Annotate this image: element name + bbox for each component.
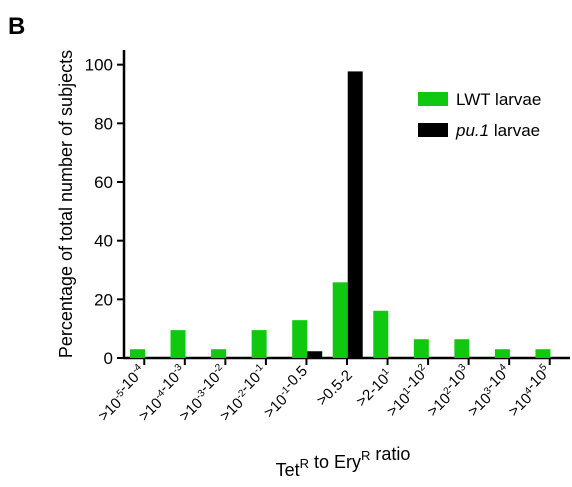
bar-lwt — [292, 320, 308, 358]
bar-lwt — [413, 339, 429, 358]
y-tick-label: 0 — [104, 349, 113, 368]
x-tick-label: >0.5-2 — [313, 367, 355, 409]
axes: 0 20 40 60 80 100 — [85, 50, 570, 368]
bar-lwt — [535, 349, 551, 358]
legend: LWT larvae pu.1 larvae — [418, 90, 541, 140]
y-tick-label: 40 — [94, 232, 113, 251]
x-tick-label: >103-104 — [460, 362, 518, 420]
bar-lwt — [130, 349, 145, 358]
bar-lwt — [170, 330, 186, 358]
bar-lwt — [251, 330, 267, 358]
bar-lwt — [373, 310, 389, 358]
bar-lwt — [211, 349, 227, 358]
x-axis-label: TetR to EryR ratio — [276, 444, 411, 480]
legend-label: LWT larvae — [456, 90, 541, 109]
legend-swatch — [418, 92, 448, 106]
y-tick-label: 60 — [94, 173, 113, 192]
bar-pu1 — [347, 71, 363, 358]
bar-lwt — [454, 339, 470, 358]
bar-pu1 — [307, 351, 323, 358]
y-axis-label: Percentage of total number of subjects — [56, 50, 76, 358]
bars — [130, 71, 551, 358]
x-tick-label: >10-1-0.5 — [256, 363, 315, 422]
bar-lwt — [494, 349, 510, 358]
x-tick-labels: >10-5-10-4>10-4-10-3>10-3-10-2>10-2-10-1… — [95, 362, 558, 425]
legend-label: pu.1 larvae — [455, 121, 540, 140]
y-tick-label: 20 — [94, 290, 113, 309]
y-tick-label: 100 — [85, 56, 113, 75]
legend-swatch — [418, 123, 448, 137]
x-tick-label: >104-105 — [500, 362, 558, 420]
bar-lwt — [332, 282, 348, 358]
y-tick-label: 80 — [94, 114, 113, 133]
panel-label: B — [8, 13, 25, 40]
